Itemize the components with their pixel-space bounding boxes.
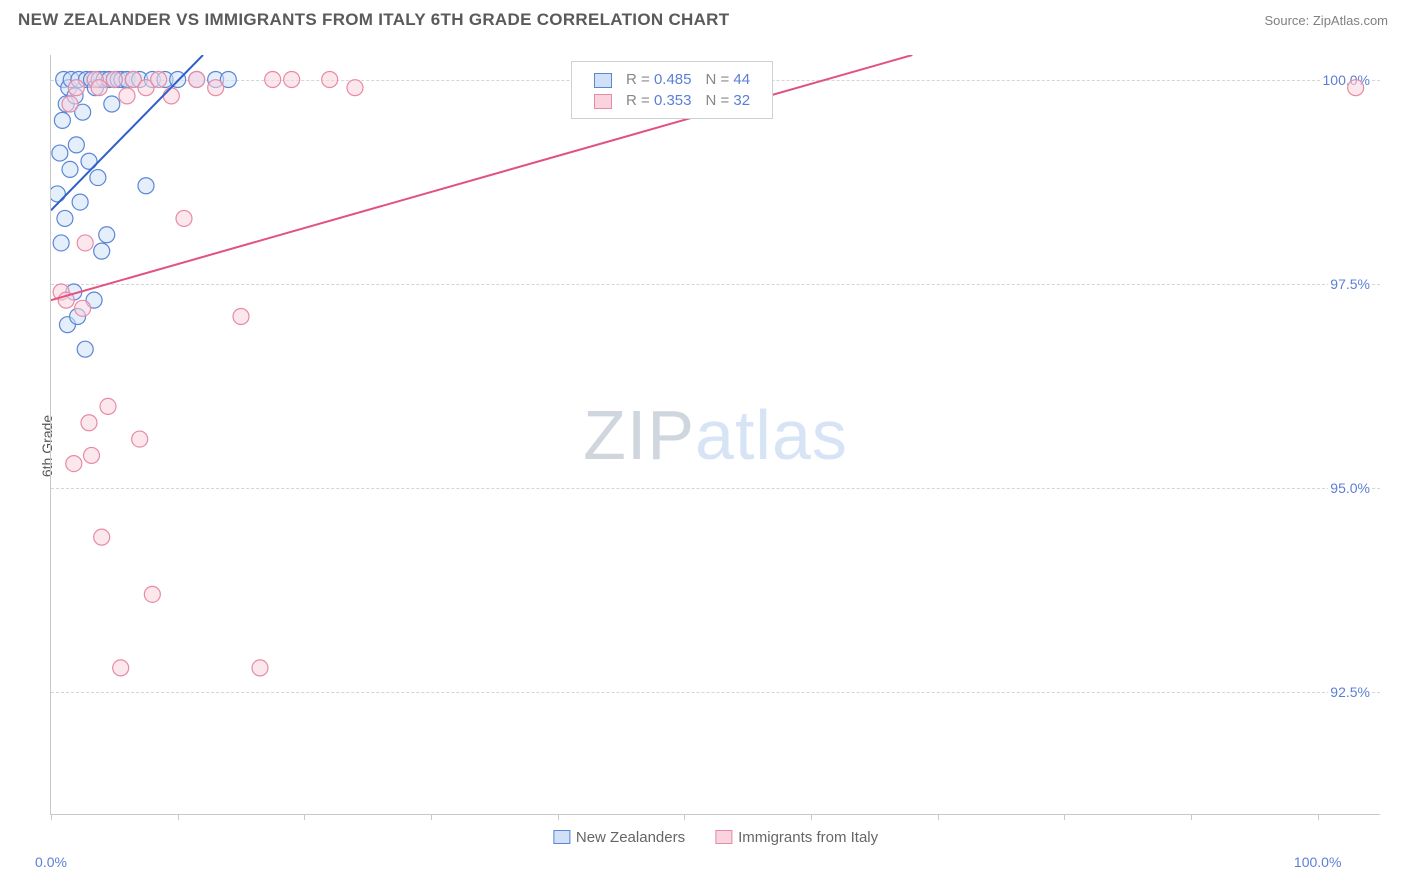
series-legend: New Zealanders Immigrants from Italy (553, 829, 878, 846)
trend-line (51, 55, 912, 300)
data-point (163, 88, 179, 104)
data-point (57, 210, 73, 226)
legend-r-value: 0.485 (654, 71, 692, 88)
data-point (113, 660, 129, 676)
data-point (151, 72, 167, 88)
data-point (265, 72, 281, 88)
data-point (81, 415, 97, 431)
data-point (91, 80, 107, 96)
data-point (53, 235, 69, 251)
data-point (77, 235, 93, 251)
data-point (94, 529, 110, 545)
legend-item: New Zealanders (553, 829, 685, 846)
legend-r-label: R = (626, 71, 650, 88)
data-point (106, 72, 122, 88)
legend-swatch (553, 830, 570, 844)
legend-n-value: 32 (733, 92, 750, 109)
data-point (54, 112, 70, 128)
data-point (77, 341, 93, 357)
legend-r-label: R = (626, 92, 650, 109)
data-point (119, 88, 135, 104)
data-point (176, 210, 192, 226)
data-point (252, 660, 268, 676)
data-point (189, 72, 205, 88)
plot-area: ZIPatlas 92.5%95.0%97.5%100.0%0.0%100.0%… (50, 55, 1380, 815)
data-point (62, 96, 78, 112)
data-point (51, 186, 65, 202)
title-bar: NEW ZEALANDER VS IMMIGRANTS FROM ITALY 6… (0, 0, 1406, 36)
legend-swatch (594, 73, 612, 88)
data-point (347, 80, 363, 96)
data-point (138, 178, 154, 194)
legend-swatch (594, 94, 612, 109)
data-point (62, 161, 78, 177)
legend-r-value: 0.353 (654, 92, 692, 109)
data-point (66, 456, 82, 472)
svg-layer (51, 55, 1381, 815)
data-point (132, 431, 148, 447)
correlation-legend: R = 0.485 N = 44 R = 0.353 N = 32 (571, 61, 773, 119)
data-point (284, 72, 300, 88)
source-label: Source: ZipAtlas.com (1264, 13, 1388, 28)
plot-container: ZIPatlas 92.5%95.0%97.5%100.0%0.0%100.0%… (50, 55, 1380, 815)
x-tick-label: 100.0% (1294, 854, 1341, 870)
data-point (144, 586, 160, 602)
data-point (75, 300, 91, 316)
legend-n-label: N = (705, 71, 729, 88)
data-point (322, 72, 338, 88)
data-point (94, 243, 110, 259)
legend-swatch (715, 830, 732, 844)
data-point (104, 96, 120, 112)
data-point (84, 447, 100, 463)
data-point (68, 137, 84, 153)
legend-item: Immigrants from Italy (715, 829, 878, 846)
data-point (90, 170, 106, 186)
legend-series-label: New Zealanders (576, 829, 685, 846)
legend-n-value: 44 (733, 71, 750, 88)
data-point (1348, 80, 1364, 96)
legend-n-label: N = (705, 92, 729, 109)
legend-series-label: Immigrants from Italy (738, 829, 878, 846)
x-tick-label: 0.0% (35, 854, 67, 870)
data-point (233, 309, 249, 325)
chart-title: NEW ZEALANDER VS IMMIGRANTS FROM ITALY 6… (18, 10, 729, 30)
data-point (72, 194, 88, 210)
data-point (100, 398, 116, 414)
data-point (68, 80, 84, 96)
data-point (208, 80, 224, 96)
data-point (52, 145, 68, 161)
data-point (99, 227, 115, 243)
